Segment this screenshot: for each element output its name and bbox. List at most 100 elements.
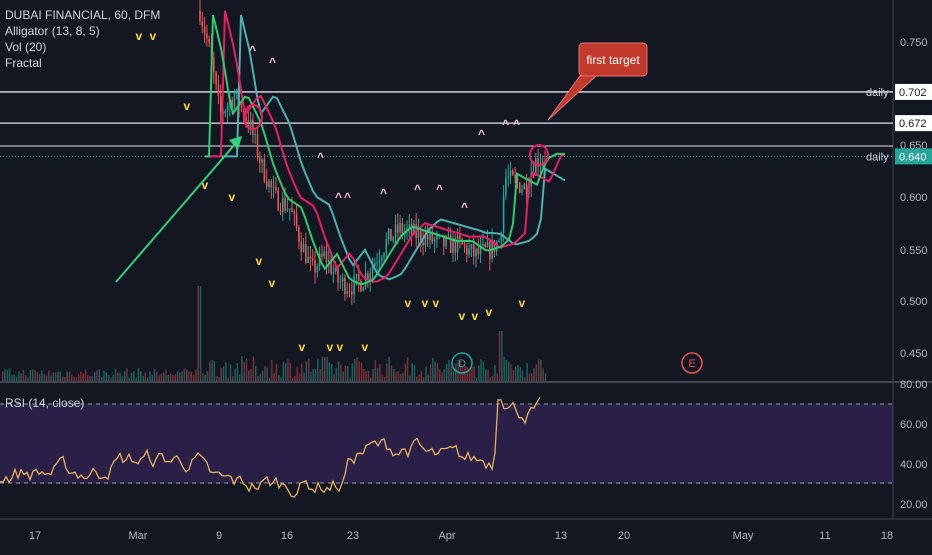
volume-bar xyxy=(305,361,308,381)
fractal-down-icon: v xyxy=(459,309,466,323)
candle-body xyxy=(364,273,367,288)
candle-body xyxy=(459,235,461,240)
candle-body xyxy=(341,277,344,282)
volume-bar xyxy=(211,359,213,381)
candle-body xyxy=(355,274,358,276)
fractal-down-icon: v xyxy=(229,190,236,204)
candle xyxy=(240,103,243,113)
candle-body xyxy=(282,198,284,213)
candle-body xyxy=(199,10,201,22)
candle-body xyxy=(401,222,404,234)
volume-bar xyxy=(540,359,542,381)
candle xyxy=(394,214,397,247)
symbol-title[interactable]: DUBAI FINANCIAL, 60, DFM xyxy=(5,8,161,22)
candle xyxy=(477,238,480,260)
volume-bar xyxy=(374,359,377,381)
fractal-down-icon: v xyxy=(150,29,157,43)
volume-bar xyxy=(114,369,117,381)
volume-bar xyxy=(186,369,188,381)
candle-body xyxy=(445,236,447,247)
candle-body xyxy=(300,241,302,253)
candle xyxy=(374,257,376,267)
candle xyxy=(364,261,367,290)
volume-bar xyxy=(8,368,11,381)
candle xyxy=(316,263,319,278)
volume-bar xyxy=(386,363,388,381)
volume-bar xyxy=(441,371,443,381)
candle-body xyxy=(456,235,459,253)
candle xyxy=(261,157,263,173)
volume-bar xyxy=(402,373,404,381)
event-marker-icon xyxy=(681,352,703,374)
time-tick-label: 9 xyxy=(216,530,222,542)
volume-bar xyxy=(179,372,181,381)
candle-body xyxy=(279,210,282,213)
price-label-text: 0.640 xyxy=(899,151,927,163)
volume-bar xyxy=(436,362,439,381)
volume-bar xyxy=(133,371,135,381)
volume-bar xyxy=(103,370,105,381)
highlight-circle xyxy=(529,144,549,166)
volume-bar xyxy=(397,371,400,381)
volume-bar xyxy=(105,372,107,381)
candle-body xyxy=(213,57,215,73)
candle-body xyxy=(362,287,365,292)
candle-body xyxy=(215,72,217,85)
candle xyxy=(277,187,279,212)
volume-bar xyxy=(15,376,18,381)
time-tick-label: May xyxy=(733,530,754,542)
fractal-down-icon: v xyxy=(486,305,493,319)
candle xyxy=(314,251,316,284)
candle xyxy=(254,129,256,144)
candle-body xyxy=(433,239,436,242)
chart-legend: DUBAI FINANCIAL, 60, DFM Alligator (13, … xyxy=(5,7,160,71)
volume-bar xyxy=(379,364,381,381)
volume-bar xyxy=(275,364,278,381)
candle-body xyxy=(206,33,208,39)
candle xyxy=(470,243,473,258)
candle-body xyxy=(422,242,424,246)
indicator-alligator[interactable]: Alligator (13, 8, 5) xyxy=(5,24,100,38)
price-label-text: 0.672 xyxy=(899,118,927,130)
volume-bar xyxy=(464,365,466,381)
candle xyxy=(431,226,434,245)
volume-bar xyxy=(176,371,179,381)
candle xyxy=(466,242,468,263)
candle xyxy=(447,226,450,239)
volume-bar xyxy=(66,371,68,381)
candle xyxy=(293,209,296,226)
rsi-legend[interactable]: RSI (14, close) xyxy=(5,396,85,410)
volume-bar xyxy=(248,370,250,381)
volume-bar xyxy=(347,365,349,381)
volume-bar xyxy=(473,366,475,381)
volume-bar xyxy=(80,371,82,381)
candle-body xyxy=(484,243,486,248)
candle xyxy=(479,235,482,264)
candle xyxy=(215,70,217,91)
volume-bar xyxy=(220,367,222,381)
volume-bar xyxy=(330,363,333,381)
candle-body xyxy=(502,195,505,233)
candle xyxy=(286,198,289,212)
callout-text: first target xyxy=(586,53,640,67)
candle-body xyxy=(339,281,342,283)
event-marker-label: D xyxy=(458,358,466,370)
volume-bar xyxy=(222,366,225,381)
volume-bar xyxy=(75,377,78,381)
fractal-up-icon: ^ xyxy=(380,186,387,200)
indicator-fractal[interactable]: Fractal xyxy=(5,56,42,70)
candle-body xyxy=(498,241,500,243)
candle-body xyxy=(424,235,427,246)
price-tick-label: 0.600 xyxy=(900,192,928,204)
time-tick-label: 20 xyxy=(618,530,630,542)
volume-bar xyxy=(439,369,441,381)
indicator-volume[interactable]: Vol (20) xyxy=(5,40,47,54)
volume-bar xyxy=(169,373,172,381)
fractal-up-icon: ^ xyxy=(317,150,324,164)
volume-bar xyxy=(126,368,128,381)
fractal-up-icon: ^ xyxy=(249,43,256,57)
rsi-tick-label: 80.00 xyxy=(900,379,928,391)
volume-bar xyxy=(245,358,248,381)
